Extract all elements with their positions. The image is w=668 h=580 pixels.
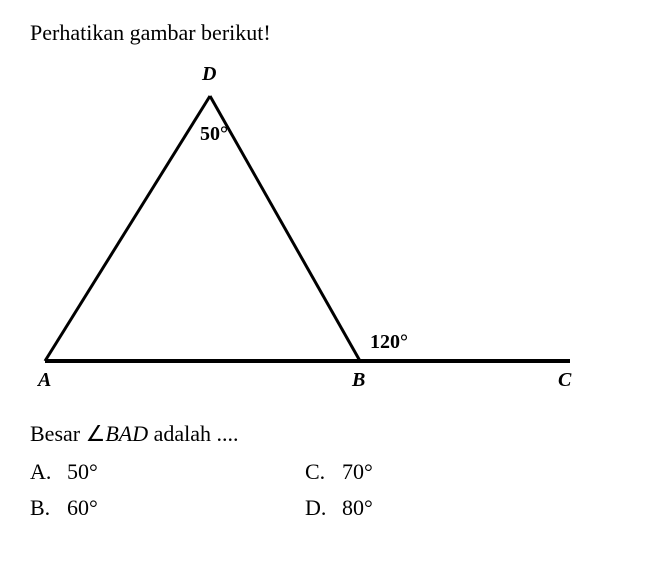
option-letter: B.: [30, 495, 55, 521]
triangle-diagram: D A B C 50° 120°: [30, 61, 580, 401]
option-A: A. 50°: [30, 459, 255, 485]
angle-exterior: 120°: [370, 331, 408, 354]
prompt-suffix: adalah ....: [148, 421, 238, 446]
label-C: C: [558, 369, 571, 392]
option-value: 80°: [342, 495, 373, 521]
prompt-variable: BAD: [105, 421, 148, 446]
option-value: 70°: [342, 459, 373, 485]
options-grid: A. 50° C. 70° B. 60° D. 80°: [30, 459, 530, 521]
label-B: B: [352, 369, 365, 392]
option-letter: C.: [305, 459, 330, 485]
label-A: A: [38, 369, 51, 392]
option-D: D. 80°: [305, 495, 530, 521]
option-letter: D.: [305, 495, 330, 521]
option-C: C. 70°: [305, 459, 530, 485]
option-B: B. 60°: [30, 495, 255, 521]
triangle-svg: [30, 61, 580, 401]
line-AD: [45, 96, 210, 361]
prompt-prefix: Besar: [30, 421, 86, 446]
angle-symbol: ∠: [86, 421, 106, 446]
option-letter: A.: [30, 459, 55, 485]
label-D: D: [202, 63, 216, 86]
option-value: 60°: [67, 495, 98, 521]
angle-apex: 50°: [200, 123, 228, 146]
option-value: 50°: [67, 459, 98, 485]
question-text: Perhatikan gambar berikut!: [30, 20, 638, 46]
answer-prompt: Besar ∠BAD adalah ....: [30, 421, 638, 447]
line-DB: [210, 96, 360, 361]
